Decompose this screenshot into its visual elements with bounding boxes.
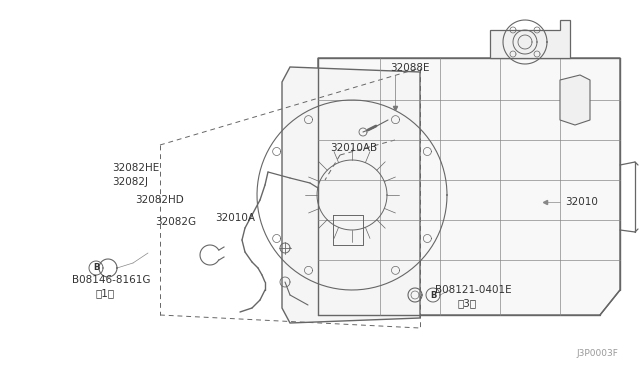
Polygon shape [490, 20, 570, 58]
Polygon shape [282, 67, 420, 323]
Text: J3P0003F: J3P0003F [576, 349, 618, 358]
Text: 32082J: 32082J [112, 177, 148, 187]
Text: 32088E: 32088E [390, 63, 429, 73]
Text: 32010AB: 32010AB [330, 143, 377, 153]
Text: 32082HD: 32082HD [135, 195, 184, 205]
Text: 32082HE: 32082HE [112, 163, 159, 173]
Text: B: B [93, 263, 99, 273]
Text: B: B [430, 291, 436, 299]
Polygon shape [318, 58, 620, 315]
Text: 32010A: 32010A [215, 213, 255, 223]
Text: 32010: 32010 [565, 197, 598, 207]
Text: （3）: （3） [458, 298, 477, 308]
Text: 32082G: 32082G [155, 217, 196, 227]
Polygon shape [560, 75, 590, 125]
Text: B08121-0401E: B08121-0401E [435, 285, 511, 295]
Text: （1）: （1） [95, 288, 114, 298]
Text: B08146-8161G: B08146-8161G [72, 275, 150, 285]
